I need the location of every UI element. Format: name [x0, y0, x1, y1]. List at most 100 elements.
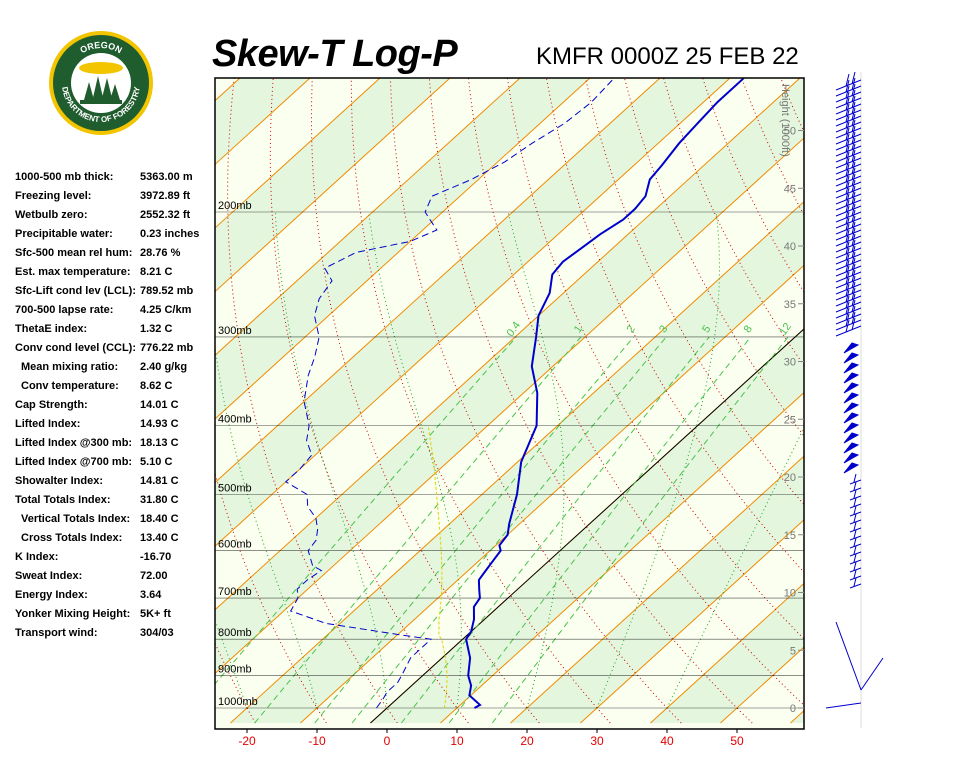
wind-barb — [843, 382, 860, 394]
index-label: Lifted Index @300 mb: — [15, 437, 133, 449]
wind-barb — [835, 143, 862, 163]
index-row: Vertical Totals Index: 18.40 C — [15, 510, 211, 529]
wind-barb — [835, 209, 862, 229]
wind-barb — [835, 89, 862, 109]
index-label: Conv temperature: — [21, 380, 119, 392]
index-row: 1000-500 mb thick: 5363.00 m — [15, 168, 211, 187]
index-value: 1.32 C — [140, 323, 173, 335]
mixing-ratio-line — [351, 336, 667, 724]
sounding-indices-panel: 1000-500 mb thick: 5363.00 m Freezing leve… — [15, 168, 211, 643]
x-tick-label: 10 — [450, 734, 464, 748]
wind-barb — [843, 362, 860, 374]
index-value: 18.40 C — [140, 513, 179, 525]
index-row: Precipitable water: 0.23 inches — [15, 225, 211, 244]
index-label: Showalter Index: — [15, 475, 104, 487]
wind-barb — [843, 372, 860, 384]
index-row: Conv temperature: 8.62 C — [15, 377, 211, 396]
index-label: Wetbulb zero: — [15, 209, 88, 221]
height-tick-label: 15 — [784, 530, 796, 542]
wind-barb — [835, 293, 862, 313]
x-tick-label: 30 — [590, 734, 604, 748]
wind-barb — [835, 239, 862, 259]
index-row: Wetbulb zero: 2552.32 ft — [15, 206, 211, 225]
wind-barb — [835, 251, 862, 271]
wind-barb — [835, 263, 862, 283]
index-row: K Index: -16.70 — [15, 548, 211, 567]
index-row: Mean mixing ratio: 2.40 g/kg — [15, 358, 211, 377]
index-value: 13.40 C — [140, 532, 179, 544]
isotherm-line — [215, 78, 661, 484]
isotherm-line — [215, 78, 521, 356]
index-value: 72.00 — [140, 570, 168, 582]
height-tick-label: 40 — [784, 241, 796, 253]
index-row: ThetaE index: 1.32 C — [15, 320, 211, 339]
index-label: Sfc-Lift cond lev (LCL): — [15, 285, 136, 297]
isobars — [215, 211, 804, 709]
dry-adiabat — [800, 28, 960, 723]
index-value: 28.76 % — [140, 247, 181, 259]
chart-title: Skew-T Log-P — [212, 33, 458, 75]
isotherm-line — [0, 13, 171, 723]
x-tick-label: 40 — [660, 734, 674, 748]
index-label: Freezing level: — [15, 190, 92, 202]
mixing-ratio-lines: 0.4 1 2 3 5 8 12 — [215, 320, 794, 724]
index-value: 2.40 g/kg — [140, 361, 188, 373]
index-row: Sfc-500 mean rel hum: 28.76 % — [15, 244, 211, 263]
index-label: Vertical Totals Index: — [21, 513, 131, 525]
wind-barb — [835, 113, 862, 133]
height-tick-label: 30 — [784, 357, 796, 369]
isobar-label: 900mb — [218, 664, 252, 676]
zero-isotherm — [370, 328, 804, 724]
isotherm-line — [215, 78, 381, 229]
index-label: Mean mixing ratio: — [21, 361, 119, 373]
mixing-ratio-line — [448, 336, 752, 724]
isotherm-line — [580, 519, 804, 724]
index-row: Freezing level: 3972.89 ft — [15, 187, 211, 206]
index-row: Conv cond level (CCL): 776.22 mb — [15, 339, 211, 358]
index-label: Cross Totals Index: — [21, 532, 123, 544]
index-label: Lifted Index: — [15, 418, 81, 430]
height-tick-label: 35 — [784, 299, 796, 311]
index-value: 5363.00 m — [140, 171, 193, 183]
mixing-ratio-line — [491, 336, 789, 724]
x-tick-label: 20 — [520, 734, 534, 748]
height-tick-label: 10 — [784, 588, 796, 600]
index-value: 5.10 C — [140, 456, 173, 468]
mixing-ratio-line — [401, 336, 710, 724]
isotherm-line — [510, 455, 804, 724]
dry-adiabat — [310, 78, 540, 724]
wind-barb — [843, 342, 860, 354]
wind-barb — [835, 317, 862, 337]
index-label: 1000-500 mb thick: — [15, 171, 114, 183]
isotherm-line — [215, 137, 804, 675]
index-row: Total Totals Index: 31.80 C — [15, 491, 211, 510]
isotherm-line — [215, 78, 591, 420]
index-label: Sweat Index: — [15, 570, 83, 582]
wind-barb — [835, 155, 862, 175]
isobar-label: 700mb — [218, 586, 252, 598]
index-value: 14.81 C — [140, 475, 179, 487]
index-value: -16.70 — [140, 551, 172, 563]
wind-barbs — [825, 71, 884, 728]
isobar-label: 600mb — [218, 539, 252, 551]
dry-adiabat — [40, 28, 114, 723]
index-row: Energy Index: 3.64 — [15, 586, 211, 605]
index-value: 5K+ ft — [140, 608, 171, 620]
mixing-ratio-label: 8 — [742, 323, 755, 335]
mixing-ratio-label: 2 — [625, 323, 638, 335]
wind-barb — [835, 281, 862, 301]
isotherms — [0, 13, 804, 724]
moist-adiabat — [95, 275, 177, 709]
index-value: 8.21 C — [140, 266, 173, 278]
dewpoint-profile — [284, 78, 616, 709]
plot-background — [215, 78, 804, 729]
x-tick-label: 50 — [730, 734, 744, 748]
dry-adiabat — [912, 28, 960, 723]
wind-barb — [843, 442, 860, 454]
index-label: Yonker Mixing Height: — [15, 608, 131, 620]
wind-barb — [835, 161, 862, 181]
wind-barb — [835, 311, 862, 331]
index-value: 18.13 C — [140, 437, 179, 449]
height-axis-label: Height (1000ft) — [779, 84, 791, 157]
